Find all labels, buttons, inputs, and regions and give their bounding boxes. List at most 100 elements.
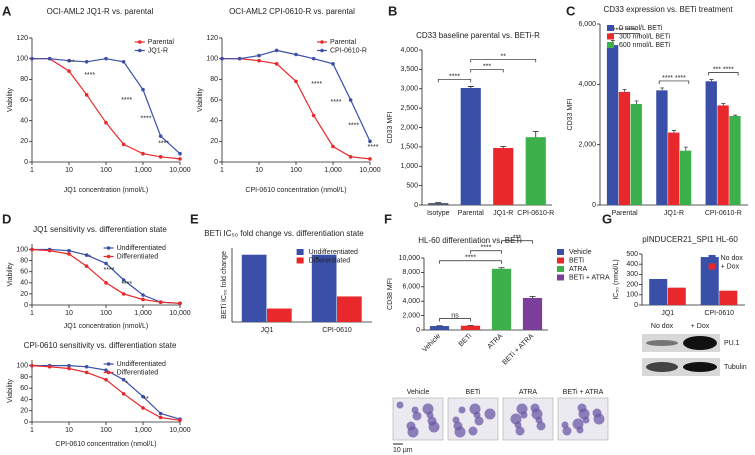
- x-axis-label: CPI-0610 concentration (nmol/L): [55, 441, 156, 448]
- legend-swatch: [106, 254, 111, 259]
- x-tick-label: 10: [65, 310, 73, 317]
- legend-swatch: [607, 42, 614, 48]
- legend-label: No dox: [721, 255, 744, 262]
- significance: **: [501, 53, 507, 60]
- y-tick-label: 0: [592, 202, 596, 209]
- data-point: [158, 411, 163, 416]
- y-tick-label: 60: [210, 97, 218, 104]
- cell: [561, 421, 569, 429]
- data-point: [237, 56, 242, 61]
- bar: [656, 90, 668, 205]
- data-point: [257, 58, 261, 63]
- x-tick-label: 1: [30, 427, 34, 434]
- y-tick-label: 100: [16, 362, 28, 369]
- blot-band: [646, 362, 678, 372]
- bar: [606, 45, 619, 205]
- y-tick-label: 0: [24, 419, 28, 426]
- legend-swatch: [320, 48, 324, 53]
- x-tick-label: 1: [30, 167, 34, 174]
- legend-label: CPI-0610-R: [330, 47, 367, 54]
- x-tick-label: JQ1-R: [664, 210, 684, 217]
- cell: [484, 408, 496, 420]
- data-point: [257, 53, 261, 58]
- cell: [458, 406, 466, 414]
- data-point: [84, 93, 89, 97]
- data-point: [158, 300, 163, 305]
- x-tick-label: 100: [100, 310, 112, 317]
- significance: **: [69, 60, 75, 67]
- significance: ***: [483, 63, 491, 70]
- x-axis-label: JQ1 concentration (nmol/L): [64, 187, 148, 194]
- significance: **** ****: [662, 75, 686, 82]
- micrograph-label: BETi + ATRA: [563, 389, 604, 396]
- data-point: [121, 392, 126, 396]
- micrograph-label: ATRA: [519, 389, 537, 396]
- x-tick-label: 1,000: [134, 310, 152, 317]
- data-point: [104, 368, 108, 372]
- significance: ****: [158, 140, 169, 147]
- micrograph-label: Vehicle: [407, 389, 430, 396]
- blot-band: [683, 336, 717, 350]
- y-tick-label: 80: [20, 374, 28, 381]
- bar: [630, 103, 642, 205]
- data-point: [47, 56, 52, 61]
- panel-letter: G: [602, 211, 612, 226]
- data-point: [348, 155, 353, 159]
- significance: ****: [449, 73, 460, 80]
- legend-swatch: [557, 266, 564, 272]
- y-tick-label: 40: [20, 280, 28, 287]
- cell: [453, 421, 463, 431]
- data-point: [30, 56, 34, 61]
- y-tick-label: 80: [20, 76, 28, 83]
- x-tick-label: Vehicle: [421, 333, 442, 354]
- data-point: [67, 69, 71, 73]
- bar: [679, 150, 692, 205]
- y-axis-label: Viability: [197, 88, 204, 112]
- chart-title: pINDUCER21_SPI1 HL-60: [642, 235, 738, 244]
- cell: [516, 403, 528, 415]
- blot-band: [683, 362, 717, 372]
- significance: ****: [311, 81, 322, 88]
- data-point: [67, 248, 71, 253]
- data-point: [220, 56, 224, 61]
- bar: [493, 148, 514, 205]
- cell: [452, 416, 460, 424]
- y-tick-label: 80: [20, 257, 28, 264]
- y-tick-label: 20: [20, 408, 28, 415]
- legend-swatch: [106, 362, 111, 366]
- panel-letter: E: [190, 211, 199, 226]
- data-point: [368, 139, 372, 144]
- y-tick-label: 500: [626, 251, 638, 258]
- legend-label: Parental: [148, 39, 175, 46]
- legend-swatch: [607, 33, 614, 40]
- cell: [536, 421, 546, 431]
- significance: ****: [348, 122, 359, 129]
- data-point: [67, 58, 71, 63]
- x-tick-label: 1,000: [134, 167, 152, 174]
- x-tick-label: CPI-0610: [322, 327, 352, 334]
- y-tick-label: 100: [16, 246, 28, 253]
- significance-bracket: [470, 59, 537, 63]
- data-point: [141, 297, 145, 302]
- x-tick-label: 1: [30, 310, 34, 317]
- y-tick-label: 300: [626, 271, 638, 278]
- y-tick-label: 2,000: [400, 124, 418, 131]
- x-tick-label: 10,000: [359, 167, 381, 174]
- y-tick-label: 100: [206, 56, 218, 63]
- significance: ****: [121, 281, 132, 288]
- y-tick-label: 0: [414, 202, 418, 209]
- bar: [428, 203, 449, 205]
- cell: [562, 426, 572, 436]
- x-tick-label: CPI-0610-R: [517, 210, 554, 217]
- data-point: [311, 113, 316, 118]
- cell: [572, 418, 584, 430]
- data-point: [311, 56, 316, 61]
- x-tick-label: Isotype: [427, 210, 450, 217]
- y-tick-label: 60: [20, 269, 28, 276]
- data-point: [121, 59, 126, 64]
- micrograph-label: BETi: [466, 389, 481, 396]
- legend-swatch: [138, 40, 142, 44]
- x-tick-label: 1,000: [324, 167, 342, 174]
